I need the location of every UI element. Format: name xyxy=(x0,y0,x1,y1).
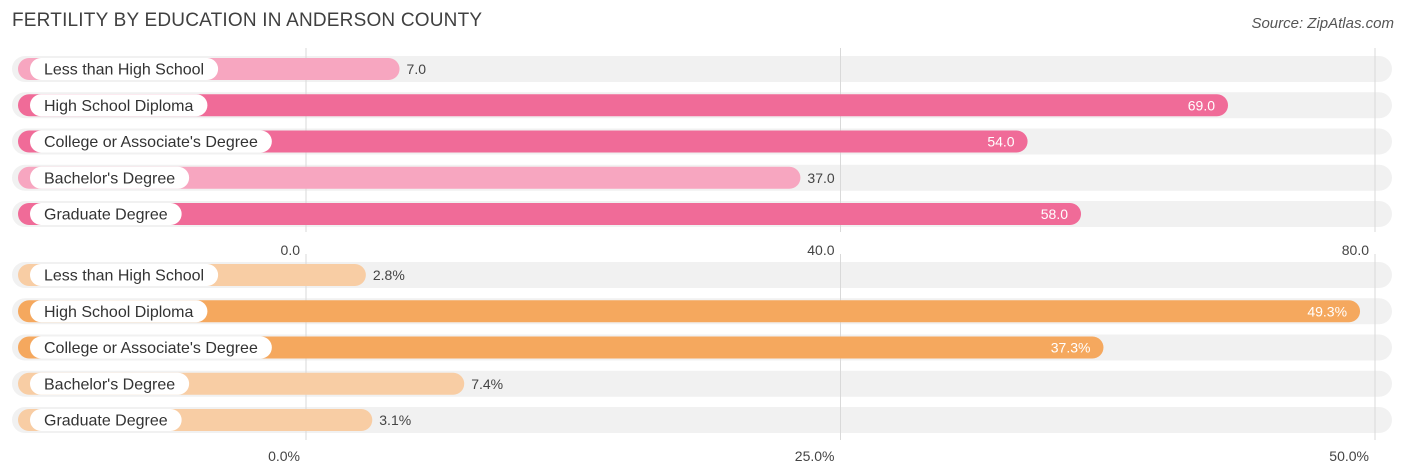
bar[interactable] xyxy=(18,203,1082,225)
bar[interactable] xyxy=(18,336,1104,359)
value-label: 2.8% xyxy=(373,267,405,283)
value-label: 69.0 xyxy=(1188,97,1215,113)
tick-label: 80.0 xyxy=(1342,242,1369,258)
tick-label: 25.0% xyxy=(795,448,835,464)
value-label: 49.3% xyxy=(1307,303,1347,319)
value-label: 58.0 xyxy=(1041,206,1068,222)
category-label-pill xyxy=(30,130,272,153)
category-label: Bachelor's Degree xyxy=(44,376,175,393)
category-label-pill xyxy=(30,264,219,286)
category-label-pill xyxy=(30,300,208,323)
tick-label: 0.0% xyxy=(268,448,300,464)
tick-label: 50.0% xyxy=(1329,448,1369,464)
category-label: Graduate Degree xyxy=(44,207,168,224)
category-label: College or Associate's Degree xyxy=(44,134,258,151)
category-label: Less than High School xyxy=(44,62,204,79)
category-label-pill xyxy=(30,94,208,117)
bar[interactable] xyxy=(18,166,801,189)
tick-label: 0.0 xyxy=(281,242,301,258)
category-label-pill xyxy=(30,203,182,225)
bar[interactable] xyxy=(18,94,1229,117)
bar[interactable] xyxy=(18,300,1361,323)
category-label-pill xyxy=(30,336,272,359)
category-label: Graduate Degree xyxy=(44,413,168,430)
category-label: High School Diploma xyxy=(44,304,194,321)
category-label: Less than High School xyxy=(44,268,204,285)
chart-title: FERTILITY BY EDUCATION IN ANDERSON COUNT… xyxy=(12,10,483,31)
value-label: 54.0 xyxy=(987,134,1014,150)
source-note: Source: ZipAtlas.com xyxy=(1251,15,1394,32)
value-label: 7.0 xyxy=(407,61,427,77)
category-label: Bachelor's Degree xyxy=(44,170,175,187)
tick-label: 40.0 xyxy=(807,242,834,258)
value-label: 37.0 xyxy=(807,170,834,186)
category-label-pill xyxy=(30,58,219,80)
bar[interactable] xyxy=(18,130,1028,153)
category-label-pill xyxy=(30,372,190,395)
category-label: College or Associate's Degree xyxy=(44,340,258,357)
value-label: 3.1% xyxy=(379,412,411,428)
value-label: 7.4% xyxy=(471,376,503,392)
category-label-pill xyxy=(30,166,190,189)
value-label: 37.3% xyxy=(1051,340,1091,356)
category-label: High School Diploma xyxy=(44,98,194,115)
category-label-pill xyxy=(30,409,182,431)
